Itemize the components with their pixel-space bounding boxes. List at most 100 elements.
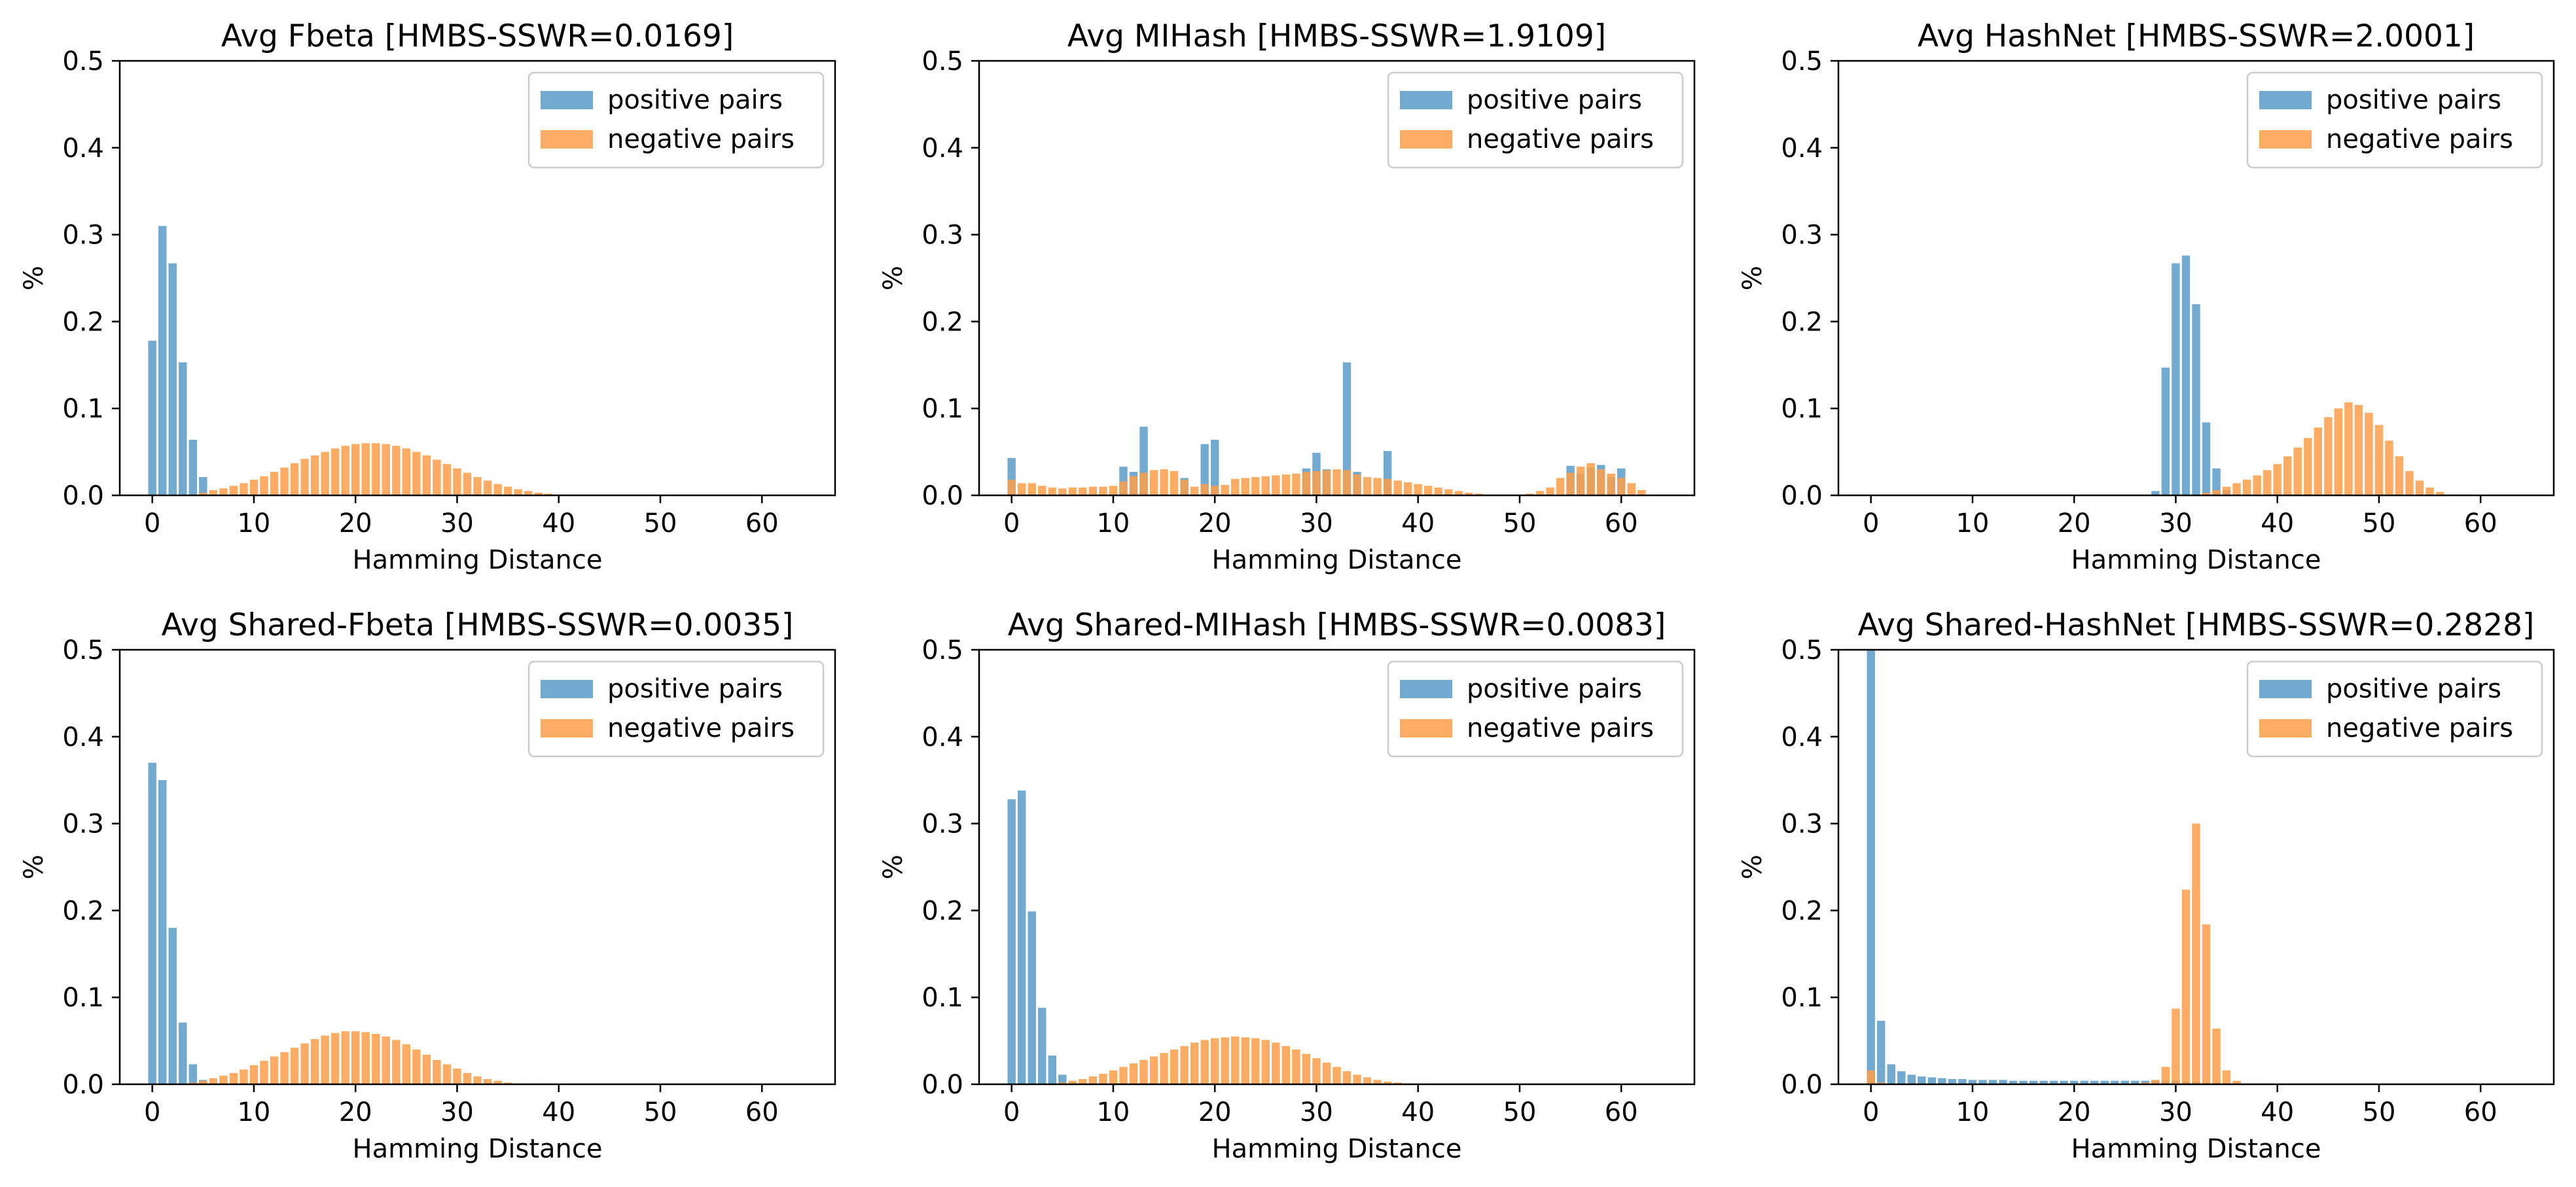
negative-bar [1576, 467, 1585, 495]
x-tick-label: 10 [1956, 1097, 1989, 1127]
x-tick-label: 40 [542, 1097, 575, 1127]
negative-bar [341, 1031, 349, 1084]
y-tick-label: 0.2 [1781, 307, 1823, 337]
x-tick-label: 60 [745, 508, 779, 539]
negative-bar [2334, 408, 2343, 495]
positive-bar [1867, 650, 1875, 1084]
x-tick-label: 20 [2058, 508, 2091, 539]
y-tick-label: 0.2 [921, 896, 963, 926]
y-tick-label: 0.3 [921, 809, 963, 840]
legend-label-positive: positive pairs [1467, 85, 1642, 115]
negative-bar [1434, 487, 1442, 495]
negative-bar [1292, 1049, 1300, 1084]
legend-label-negative: negative pairs [1467, 713, 1654, 743]
x-tick-label: 10 [237, 1097, 270, 1127]
positive-bar [2049, 1080, 2058, 1084]
y-tick-label: 0.2 [921, 307, 963, 337]
negative-bar [1068, 487, 1077, 495]
legend-label-negative: negative pairs [607, 713, 795, 743]
x-tick-label: 40 [1401, 508, 1435, 539]
negative-bar [1363, 1077, 1372, 1084]
negative-bar [1444, 489, 1453, 495]
negative-bar [1079, 1079, 1087, 1084]
x-tick-label: 40 [2261, 508, 2294, 539]
negative-bar [2304, 438, 2312, 495]
negative-bar [1180, 1046, 1189, 1084]
chart-panel: 0 10 20 30 40 50 60 0.0 0.1 0.2 0.3 0.4 0.5 Avg Share… [19, 607, 836, 1164]
legend-label-positive: positive pairs [607, 674, 783, 704]
y-tick-label: 0.1 [921, 983, 963, 1013]
x-tick-label: 40 [542, 508, 575, 539]
positive-bar [2120, 1080, 2130, 1084]
negative-bar [463, 472, 472, 495]
y-axis-label: % [1738, 855, 1768, 879]
negative-bar [1373, 478, 1382, 495]
negative-bar [422, 1054, 431, 1084]
legend-label-negative: negative pairs [2326, 124, 2513, 154]
positive-bar [1048, 1055, 1056, 1084]
negative-bar [1190, 486, 1199, 495]
negative-bar [544, 493, 553, 495]
negative-bar [382, 1036, 390, 1084]
y-tick-label: 0.2 [1781, 896, 1823, 926]
legend: positive pairs negative pairs [2246, 660, 2543, 758]
negative-bar [1454, 491, 1463, 495]
negative-bar [1403, 482, 1412, 495]
negative-bar [1251, 477, 1260, 495]
negative-bar [1342, 1071, 1351, 1084]
y-tick-label: 0.5 [1781, 635, 1823, 665]
y-tick-label: 0.4 [62, 133, 104, 164]
negative-bar [412, 1049, 421, 1084]
negative-bar [1099, 1074, 1107, 1084]
negative-bar [300, 1043, 309, 1084]
negative-bar [2293, 447, 2302, 495]
negative-bar [2253, 475, 2261, 495]
x-tick-label: 30 [2159, 508, 2192, 539]
legend-label-positive: positive pairs [2326, 85, 2501, 115]
negative-bar [1535, 491, 1545, 495]
negative-bar [2283, 456, 2292, 495]
negative-bar [1261, 476, 1270, 495]
negative-bar [1210, 486, 1219, 495]
negative-bar [2161, 1067, 2170, 1084]
negative-bar [310, 455, 319, 495]
negative-bar [361, 1032, 370, 1084]
negative-bar [351, 444, 360, 495]
y-tick-label: 0.4 [1781, 133, 1823, 164]
negative-bar [2202, 493, 2211, 495]
x-tick-label: 20 [339, 508, 372, 539]
negative-bar [1139, 1059, 1148, 1084]
negative-bar [2405, 470, 2414, 495]
x-tick-label: 0 [1003, 1097, 1020, 1127]
negative-bar [483, 1079, 492, 1084]
y-tick-label: 0.4 [921, 133, 963, 164]
negative-bar [1119, 481, 1128, 495]
negative-bar [503, 486, 512, 495]
axes-frame [978, 60, 1696, 497]
chart-panel: 0 10 20 30 40 50 60 0.0 0.1 0.2 0.3 0.4 0.5 Avg MIHas… [878, 18, 1696, 575]
positive-bar [2111, 1080, 2119, 1084]
bars-group [1007, 790, 1433, 1084]
positive-bar [2090, 1080, 2099, 1084]
positive-bar [2181, 255, 2191, 495]
negative-bar [270, 472, 279, 495]
negative-bar [1312, 1058, 1321, 1084]
legend: positive pairs negative pairs [1387, 71, 1684, 169]
negative-bar [1414, 484, 1422, 495]
x-tick-label: 0 [144, 508, 160, 539]
legend-box [528, 660, 825, 758]
negative-bar [1180, 480, 1189, 495]
legend-label-positive: positive pairs [2326, 674, 2501, 704]
y-tick-label: 0.4 [1781, 722, 1823, 753]
negative-bar [331, 448, 340, 495]
positive-bar [1927, 1077, 1937, 1084]
y-tick-label: 0.1 [62, 394, 104, 424]
positive-bar [158, 780, 167, 1084]
negative-bar [1129, 1063, 1138, 1084]
positive-bar [1897, 1071, 1906, 1084]
legend-swatch-positive [541, 91, 593, 109]
chart-panel: 0 10 20 30 40 50 60 0.0 0.1 0.2 0.3 0.4 0.5 Avg Share… [1738, 607, 2555, 1164]
y-tick-label: 0.3 [1781, 809, 1823, 840]
x-axis-label: Hamming Distance [2071, 545, 2321, 575]
legend-label-negative: negative pairs [2326, 713, 2513, 743]
